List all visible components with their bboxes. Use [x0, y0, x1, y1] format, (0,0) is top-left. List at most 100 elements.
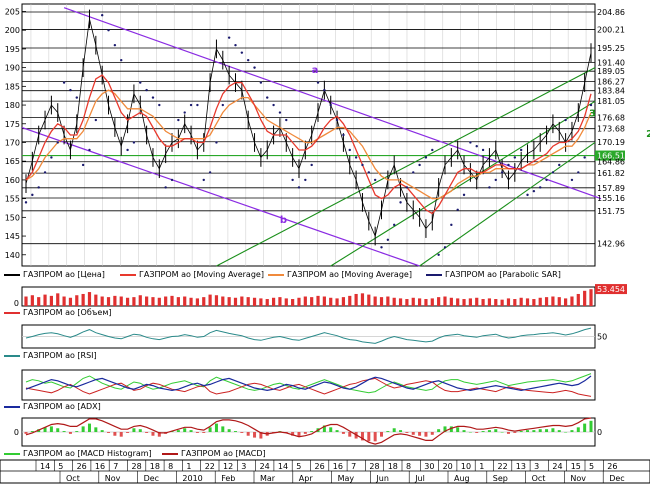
price-legend: ГАЗПРОМ ао [Цена] ГАЗПРОМ ао [Moving Ave… [0, 270, 650, 282]
x-day-label: 26 [607, 462, 617, 471]
legend-item-rsi[interactable]: ГАЗПРОМ ао [RSI] [4, 351, 97, 360]
annotation-2: 2 [646, 129, 650, 140]
volume-bar [113, 295, 117, 306]
sar-point [221, 103, 224, 107]
legend-item-ma-fast[interactable]: ГАЗПРОМ ао [Moving Average] [120, 270, 264, 279]
trendline-a [63, 7, 602, 200]
macd-hist-bar [500, 432, 504, 433]
x-month-label: Nov [105, 474, 121, 483]
sar-point [570, 178, 574, 182]
sar-point [526, 193, 529, 197]
legend-item-ma-slow[interactable]: ГАЗПРОМ ао [Moving Average] [268, 270, 412, 279]
level-label: 183.84 [597, 87, 625, 96]
sar-point [348, 148, 351, 152]
legend-item-volume[interactable]: ГАЗПРОМ ао [Объем] [4, 308, 111, 317]
sar-point [342, 133, 345, 137]
x-month-label: Sep [493, 474, 508, 483]
legend-label-rsi: ГАЗПРОМ ао [RSI] [23, 351, 97, 360]
macd-hist-bar [405, 432, 409, 433]
sar-point [272, 103, 275, 107]
sar-point [208, 171, 212, 174]
macd-hist-bar [526, 430, 530, 432]
macd-hist-bar [494, 429, 498, 432]
sar-point [558, 163, 561, 167]
sar-point [278, 111, 282, 114]
annotation-b: b [280, 215, 287, 226]
sar-point [189, 103, 193, 107]
x-month-label: May [338, 474, 355, 483]
macd-hist-bar [176, 430, 180, 432]
volume-bar [564, 298, 568, 306]
sar-point [43, 171, 47, 174]
x-month-label: Feb [221, 474, 235, 483]
volume-bar [202, 297, 206, 306]
volume-bar [544, 297, 549, 306]
legend-item-macd-hist[interactable]: ГАЗПРОМ ао [MACD Histogram] [4, 449, 152, 458]
legend-item-price[interactable]: ГАЗПРОМ ао [Цена] [4, 270, 105, 279]
sar-point [335, 118, 339, 122]
volume-bar [348, 295, 352, 306]
volume-bar [265, 299, 269, 306]
volume-bar [259, 298, 263, 306]
x-day-label: 5 [296, 462, 301, 471]
macd-hist-bar [487, 430, 491, 432]
sar-point [100, 14, 104, 17]
volume-bar [233, 297, 238, 306]
y-tick-label: 170 [5, 138, 20, 147]
x-day-label: 22 [205, 462, 215, 471]
volume-bar [576, 293, 580, 306]
macd-hist-bar [94, 427, 98, 432]
volume-bar [589, 289, 593, 306]
volume-bar [456, 298, 460, 306]
volume-bar [398, 298, 403, 306]
sar-point [215, 141, 218, 144]
volume-bar [532, 299, 536, 306]
sar-point [354, 156, 358, 159]
volume-bar [373, 296, 377, 306]
volume-bar [246, 297, 250, 306]
volume-bar [221, 296, 225, 306]
macd-hist-bar [157, 432, 161, 437]
macd-hist-bar [481, 431, 485, 432]
legend-item-adx[interactable]: ГАЗПРОМ ао [ADX] [4, 402, 101, 411]
macd-hist-bar [576, 427, 580, 432]
x-axis-frame [0, 459, 650, 484]
x-day-label: 22 [498, 462, 508, 471]
volume-zero-label: 0 [14, 299, 19, 308]
volume-bar [68, 297, 73, 306]
sar-point [183, 111, 186, 114]
macd-hist-bar [551, 428, 555, 432]
level-label-highlight [595, 150, 625, 161]
volume-bar [525, 298, 530, 306]
macd-hist-bar [449, 426, 453, 432]
volume-bar [214, 295, 219, 306]
sar-point [240, 51, 244, 54]
x-day-label: 1 [186, 462, 191, 471]
macd-hist-bar [475, 432, 479, 433]
volume-bar [37, 297, 41, 306]
sar-point [164, 186, 167, 189]
level-label: 142.96 [597, 240, 625, 249]
macd-hist-bar [373, 432, 377, 442]
volume-bar [170, 295, 174, 306]
sar-point [234, 43, 237, 47]
legend-item-macd[interactable]: ГАЗПРОМ ао [MACD] [162, 449, 266, 458]
macd-zero-label-right: 0 [597, 428, 602, 437]
macd-hist-bar [386, 431, 390, 432]
sar-point [291, 178, 294, 182]
level-label: 181.05 [597, 97, 625, 106]
macd-hist-bar [380, 432, 384, 437]
sar-point [37, 186, 40, 189]
sar-point [126, 148, 129, 152]
x-day-label: 3 [534, 462, 539, 471]
x-month-label: Mar [260, 474, 276, 483]
macd-hist-bar [437, 429, 441, 432]
sar-point [380, 246, 383, 249]
volume-bar [513, 299, 517, 306]
macd-hist-bar [538, 429, 542, 432]
macd-hist-bar [87, 423, 91, 432]
volume-bar [405, 299, 409, 306]
legend-item-sar[interactable]: ГАЗПРОМ ао [Parabolic SAR] [426, 270, 561, 279]
sar-point [285, 118, 288, 122]
